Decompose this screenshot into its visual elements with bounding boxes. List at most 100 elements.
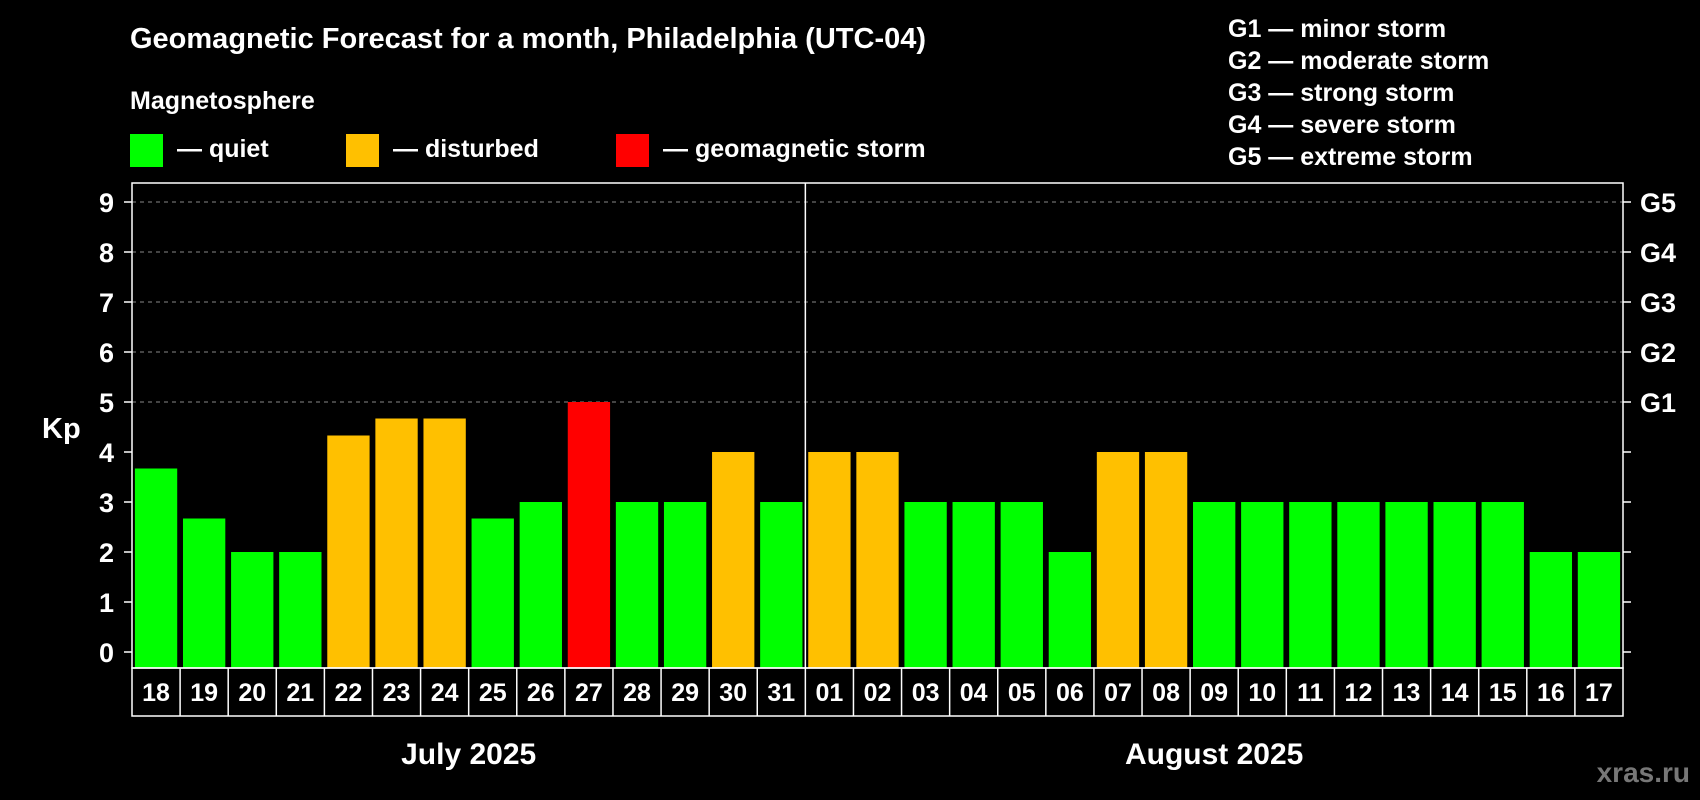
day-label-28: 28: [623, 679, 651, 707]
month-labels: July 2025 August 2025: [401, 738, 1303, 771]
bar-08: [1144, 452, 1188, 668]
day-label-07: 07: [1104, 679, 1132, 707]
day-label-09: 09: [1200, 679, 1228, 707]
y-tick-label-0: 0: [99, 638, 114, 668]
day-label-18: 18: [142, 679, 170, 707]
bar-13: [1385, 502, 1428, 668]
day-label-13: 13: [1393, 679, 1421, 707]
bar-23: [375, 418, 418, 668]
day-label-22: 22: [335, 679, 363, 707]
y-tick-label-4: 4: [99, 438, 114, 468]
g-scale-g2: G2 — moderate storm: [1228, 47, 1489, 75]
day-label-14: 14: [1441, 679, 1469, 707]
bar-04: [952, 502, 995, 668]
day-label-01: 01: [815, 679, 843, 707]
bar-07: [1096, 452, 1140, 668]
y-tick-label-8: 8: [99, 238, 114, 268]
day-label-04: 04: [960, 679, 988, 707]
bar-05: [1000, 502, 1043, 668]
y-tick-label-1: 1: [99, 588, 114, 618]
day-label-06: 06: [1056, 679, 1084, 707]
bar-10: [1241, 502, 1284, 668]
y-tick-label-3: 3: [99, 488, 114, 518]
day-label-19: 19: [190, 679, 218, 707]
g-scale-g4: G4 — severe storm: [1228, 111, 1456, 139]
bar-24: [423, 418, 466, 668]
watermark: xras.ru: [1597, 757, 1690, 788]
g-scale-g1: G1 — minor storm: [1228, 15, 1446, 43]
y-tick-label-7: 7: [99, 288, 114, 318]
bar-17: [1577, 552, 1621, 668]
day-label-16: 16: [1537, 679, 1565, 707]
day-label-20: 20: [238, 679, 266, 707]
month-label: August 2025: [1125, 738, 1303, 771]
legend-disturbed-swatch: [346, 134, 379, 167]
day-label-row: [131, 667, 1624, 717]
bar-27: [567, 402, 611, 668]
day-label-05: 05: [1008, 679, 1036, 707]
day-label-12: 12: [1345, 679, 1373, 707]
bar-01: [808, 452, 851, 668]
bar-06: [1048, 552, 1092, 668]
bar-16: [1529, 552, 1573, 668]
g-tick-label-G2: G2: [1640, 338, 1676, 368]
day-label-21: 21: [286, 679, 314, 707]
bars: [134, 402, 1621, 668]
day-label-10: 10: [1248, 679, 1276, 707]
bar-03: [904, 502, 947, 668]
day-label-29: 29: [671, 679, 699, 707]
bar-29: [663, 502, 707, 668]
bar-25: [471, 518, 514, 668]
day-label-17: 17: [1585, 679, 1613, 707]
g-scale-g5: G5 — extreme storm: [1228, 143, 1473, 171]
day-label-03: 03: [912, 679, 940, 707]
bar-30: [712, 452, 755, 668]
bar-22: [327, 435, 370, 668]
bar-02: [856, 452, 899, 668]
bar-15: [1481, 502, 1524, 668]
legend-storm-swatch: [616, 134, 649, 167]
day-label-08: 08: [1152, 679, 1180, 707]
y-tick-label-6: 6: [99, 338, 114, 368]
g-tick-label-G4: G4: [1640, 238, 1676, 268]
g-scale-g3: G3 — strong storm: [1228, 79, 1454, 107]
y-tick-label-9: 9: [99, 188, 114, 218]
y-axis-label: Kp: [42, 413, 81, 445]
bar-26: [519, 502, 562, 668]
bar-14: [1433, 502, 1476, 668]
bar-21: [279, 552, 322, 668]
chart-title: Geomagnetic Forecast for a month, Philad…: [130, 23, 926, 55]
bar-20: [231, 552, 274, 668]
gridlines: [132, 201, 1623, 403]
y-ticks: 0 1 2 3 4 5 6 7 8 9 G1 G2 G3 G4 G5: [99, 188, 1676, 668]
bar-11: [1289, 502, 1332, 668]
g-tick-label-G1: G1: [1640, 388, 1676, 418]
day-label-27: 27: [575, 679, 603, 707]
legend-heading: Magnetosphere: [130, 87, 315, 115]
g-tick-label-G3: G3: [1640, 288, 1676, 318]
y-tick-label-5: 5: [99, 388, 114, 418]
day-label-25: 25: [479, 679, 507, 707]
bar-09: [1193, 502, 1236, 668]
bar-31: [760, 502, 803, 668]
day-label-15: 15: [1489, 679, 1517, 707]
day-labels: 18 19 20 21 22 23 24 25 26 27 28 29 30 31 01 02 03 04 05 06…: [131, 667, 1624, 717]
day-label-26: 26: [527, 679, 555, 707]
day-label-11: 11: [1297, 679, 1324, 707]
day-label-23: 23: [383, 679, 411, 707]
bar-12: [1337, 502, 1380, 668]
bar-19: [182, 518, 226, 668]
month-label: July 2025: [401, 738, 536, 771]
legend-disturbed-label: — disturbed: [393, 135, 539, 163]
day-label-30: 30: [719, 679, 747, 707]
bar-28: [615, 502, 659, 668]
legend-storm-label: — geomagnetic storm: [663, 135, 926, 163]
day-label-24: 24: [431, 679, 459, 707]
day-label-31: 31: [767, 679, 795, 707]
legend-quiet-label: — quiet: [177, 135, 269, 163]
y-tick-label-2: 2: [99, 538, 114, 568]
day-label-02: 02: [864, 679, 892, 707]
g-tick-label-G5: G5: [1640, 188, 1676, 218]
legend-quiet-swatch: [130, 134, 163, 167]
